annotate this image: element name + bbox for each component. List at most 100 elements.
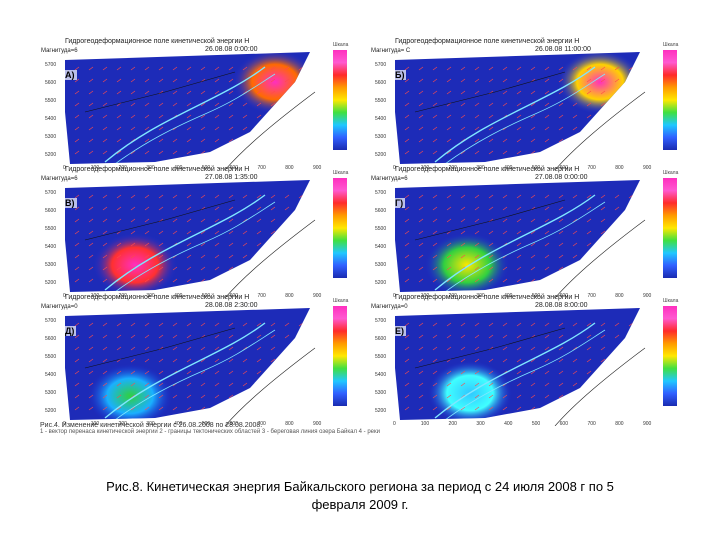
y-tick-label: 5500 <box>45 354 56 360</box>
y-tick-label: 5600 <box>45 336 56 342</box>
x-tick-label: 200 <box>119 293 128 298</box>
map-plot: 0 100 200 300 400 500 600 700 800 900 5700 5600 5500… <box>375 180 652 298</box>
panel-magnitude: Магнитуда=6 <box>371 176 408 182</box>
panel-title: Гидрогеодеформационное поле кинетической… <box>65 294 250 301</box>
x-tick-label: 100 <box>91 165 100 170</box>
panel-magnitude: Магнитуда= С <box>371 48 411 54</box>
colorbar-title: Шкала <box>333 298 349 304</box>
panel-label: А) <box>63 70 77 80</box>
panel-title: Гидрогеодеформационное поле кинетической… <box>395 166 580 173</box>
colorbar <box>333 306 347 406</box>
x-tick-label: 0 <box>63 293 66 298</box>
x-tick-label: 400 <box>174 165 183 170</box>
y-tick-label: 5200 <box>45 152 56 158</box>
x-tick-label: 700 <box>257 293 266 298</box>
x-tick-label: 400 <box>174 293 183 298</box>
y-tick-label: 5200 <box>45 280 56 286</box>
y-tick-label: 5300 <box>375 390 386 396</box>
x-tick-label: 200 <box>449 293 458 298</box>
y-tick-label: 5300 <box>45 390 56 396</box>
x-tick-label: 600 <box>230 165 239 170</box>
x-tick-label: 400 <box>504 165 513 170</box>
x-tick-label: 100 <box>91 421 100 426</box>
x-tick-label: 500 <box>202 421 211 426</box>
x-tick-label: 900 <box>313 165 322 170</box>
y-tick-label: 5600 <box>375 80 386 86</box>
panel-date: 28.08.08 2:30:00 <box>205 302 258 309</box>
x-tick-label: 400 <box>504 421 513 426</box>
x-axis-ticks: 0 100 200 300 400 500 600 700 800 900 5700 5600 5500… <box>375 62 652 170</box>
y-tick-label: 5300 <box>45 262 56 268</box>
y-tick-label: 5700 <box>45 318 56 324</box>
map-plot: 0 100 200 300 400 500 600 700 800 900 5700 5600 5500… <box>45 180 322 298</box>
x-tick-label: 200 <box>119 421 128 426</box>
y-tick-label: 5500 <box>375 354 386 360</box>
map-panel: Гидрогеодеформационное поле кинетической… <box>35 166 355 298</box>
x-tick-label: 300 <box>476 165 485 170</box>
y-tick-label: 5600 <box>375 208 386 214</box>
x-tick-label: 500 <box>532 293 541 298</box>
y-tick-label: 5300 <box>45 134 56 140</box>
y-tick-label: 5700 <box>45 62 56 68</box>
panel-date: 27.08.08 1:35:00 <box>205 174 258 181</box>
x-tick-label: 800 <box>615 165 624 170</box>
x-tick-label: 600 <box>560 293 569 298</box>
map-plot: 0 100 200 300 400 500 600 700 800 900 5700 5600 5500… <box>45 308 322 426</box>
panel-title: Гидрогеодеформационное поле кинетической… <box>395 294 580 301</box>
colorbar <box>333 178 347 278</box>
x-tick-label: 600 <box>230 421 239 426</box>
x-tick-label: 700 <box>257 421 266 426</box>
x-axis-ticks: 0 100 200 300 400 500 600 700 800 900 5700 5600 5500… <box>375 318 652 426</box>
x-axis-ticks: 0 100 200 300 400 500 600 700 800 900 5700 5600 5500… <box>45 190 322 298</box>
x-tick-label: 200 <box>449 421 458 426</box>
x-tick-label: 300 <box>476 421 485 426</box>
x-tick-label: 300 <box>146 165 155 170</box>
colorbar-title: Шкала <box>663 42 679 48</box>
x-tick-label: 800 <box>285 421 294 426</box>
y-tick-label: 5200 <box>375 408 386 414</box>
x-tick-label: 400 <box>504 293 513 298</box>
y-tick-label: 5600 <box>45 208 56 214</box>
panel-label: Д) <box>63 326 77 336</box>
x-tick-label: 0 <box>393 421 396 426</box>
y-tick-label: 5300 <box>375 262 386 268</box>
x-tick-label: 700 <box>587 293 596 298</box>
panel-date: 26.08.08 0:00:00 <box>205 46 258 53</box>
figure-legend: Рис.4. Изменение кинетической энергии с … <box>40 422 380 435</box>
x-tick-label: 800 <box>615 293 624 298</box>
legend-title: Рис.4. Изменение кинетической энергии с … <box>40 422 263 429</box>
colorbar-title: Шкала <box>333 42 349 48</box>
x-tick-label: 900 <box>313 293 322 298</box>
map-panel: Гидрогеодеформационное поле кинетической… <box>365 166 685 298</box>
x-tick-label: 700 <box>257 165 266 170</box>
colorbar <box>663 50 677 150</box>
x-tick-label: 700 <box>587 421 596 426</box>
x-tick-label: 800 <box>615 421 624 426</box>
y-tick-label: 5400 <box>375 244 386 250</box>
x-tick-label: 700 <box>587 165 596 170</box>
y-tick-label: 5300 <box>375 134 386 140</box>
x-tick-label: 0 <box>393 293 396 298</box>
legend-line: 1 - вектор перенаса кинетической энергии… <box>40 429 380 435</box>
colorbar-title: Шкала <box>663 170 679 176</box>
x-tick-label: 900 <box>643 421 652 426</box>
x-tick-label: 300 <box>476 293 485 298</box>
colorbar-title: Шкала <box>333 170 349 176</box>
x-tick-label: 800 <box>285 165 294 170</box>
y-tick-label: 5700 <box>45 190 56 196</box>
x-tick-label: 0 <box>393 165 396 170</box>
x-tick-label: 200 <box>119 165 128 170</box>
map-plot: 0 100 200 300 400 500 600 700 800 900 5700 5600 5500… <box>375 308 652 426</box>
panel-magnitude: Магнитуда=0 <box>41 304 78 310</box>
caption-line-1: Рис.8. Кинетическая энергия Байкальского… <box>106 479 614 494</box>
x-tick-label: 900 <box>643 293 652 298</box>
y-tick-label: 5700 <box>375 190 386 196</box>
x-tick-label: 300 <box>146 421 155 426</box>
x-tick-label: 900 <box>643 165 652 170</box>
panel-magnitude: Магнитуда=0 <box>371 304 408 310</box>
figure-caption: Рис.8. Кинетическая энергия Байкальского… <box>0 478 720 514</box>
panel-label: Е) <box>393 326 406 336</box>
panel-label: В) <box>63 198 77 208</box>
colorbar <box>663 178 677 278</box>
colorbar <box>663 306 677 406</box>
